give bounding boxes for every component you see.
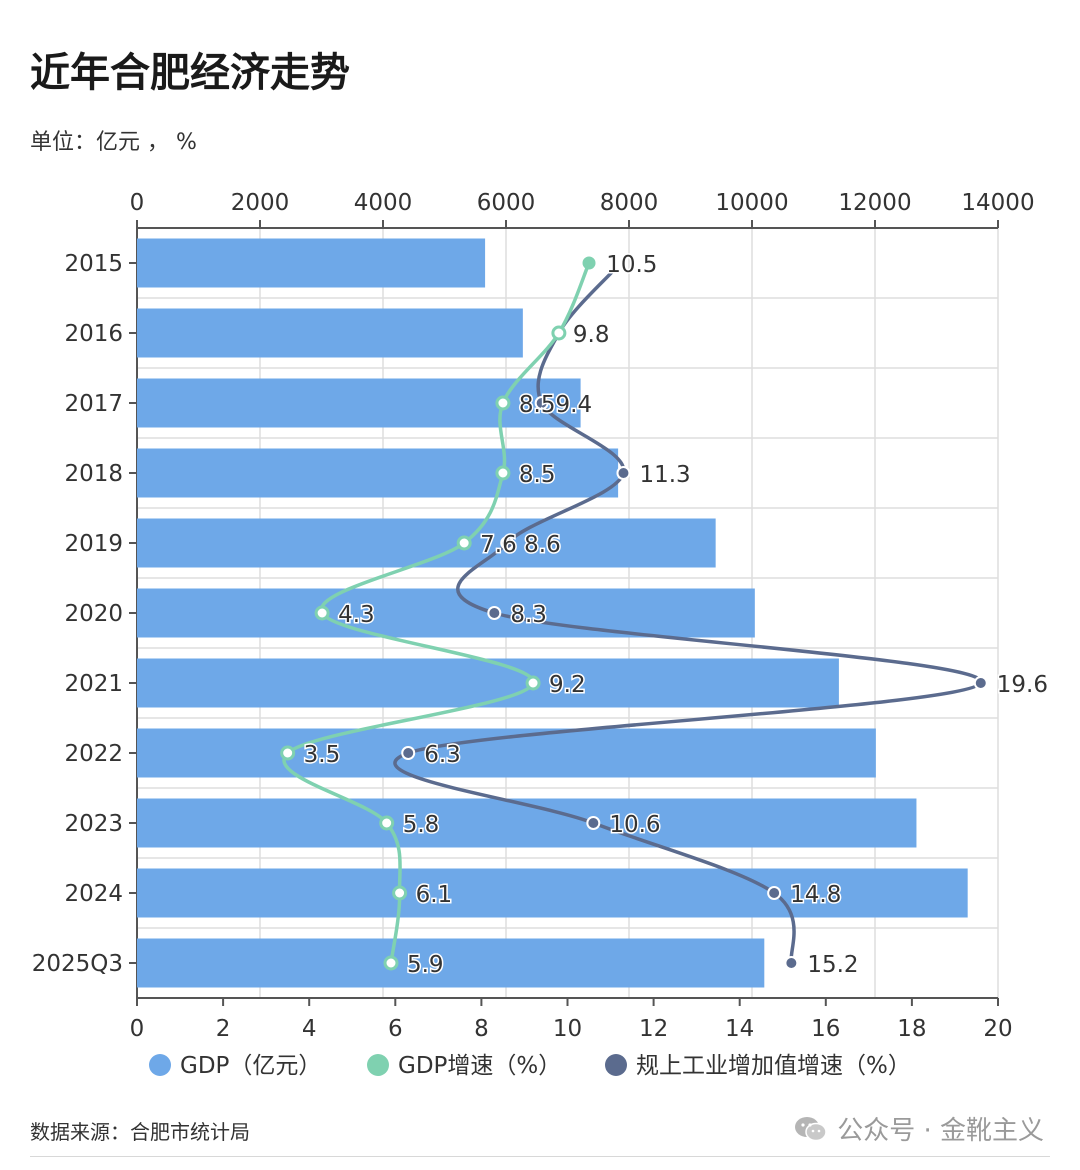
data-label: 6.3 bbox=[424, 742, 461, 768]
industry-growth-point bbox=[616, 466, 631, 480]
top-axis-tick-label: 12000 bbox=[838, 190, 911, 216]
gdp-bar bbox=[137, 308, 523, 358]
gdp-bar bbox=[137, 448, 619, 498]
gdp-growth-point bbox=[551, 325, 567, 341]
data-label: 5.8 bbox=[403, 812, 440, 838]
data-label: 8.3 bbox=[510, 602, 547, 628]
top-axis-tick-label: 6000 bbox=[477, 190, 536, 216]
bottom-axis-tick-label: 6 bbox=[388, 1016, 403, 1042]
industry-growth-point bbox=[401, 746, 416, 760]
category-label: 2015 bbox=[64, 251, 123, 277]
gdp-growth-point bbox=[495, 395, 511, 411]
bottom-axis-tick-label: 18 bbox=[897, 1016, 926, 1042]
top-axis-tick-label: 2000 bbox=[231, 190, 290, 216]
bottom-axis-tick-label: 2 bbox=[216, 1016, 231, 1042]
bottom-divider bbox=[30, 1156, 1050, 1157]
gdp-growth-point bbox=[392, 885, 408, 901]
category-label: 2022 bbox=[64, 741, 123, 767]
unit-label: 单位：亿元 ， % bbox=[30, 130, 197, 155]
data-label: 9.8 bbox=[573, 322, 610, 348]
data-label: 8.5 bbox=[519, 462, 556, 488]
data-label: 8.6 bbox=[524, 532, 561, 558]
bottom-axis-tick-label: 12 bbox=[639, 1016, 668, 1042]
bottom-axis-tick-label: 8 bbox=[474, 1016, 489, 1042]
gdp-growth-point bbox=[314, 605, 330, 621]
category-label: 2019 bbox=[64, 531, 123, 557]
data-label: 4.3 bbox=[338, 602, 375, 628]
top-axis-tick-label: 0 bbox=[130, 190, 145, 216]
bottom-axis-tick-label: 16 bbox=[811, 1016, 840, 1042]
legend-label: 规上工业增加值增速（%） bbox=[636, 1053, 911, 1079]
bottom-axis-tick-label: 20 bbox=[983, 1016, 1012, 1042]
gdp-bar bbox=[137, 938, 765, 988]
top-axis-tick-label: 14000 bbox=[961, 190, 1034, 216]
gdp-growth-point bbox=[379, 815, 395, 831]
data-label: 5.9 bbox=[407, 952, 444, 978]
industry-growth-point bbox=[784, 956, 799, 970]
data-label: 10.5 bbox=[606, 252, 657, 278]
brand-credit: 公众号 · 金靴主义 bbox=[793, 1110, 1044, 1147]
category-label: 2017 bbox=[64, 391, 123, 417]
top-axis-tick-label: 4000 bbox=[354, 190, 413, 216]
data-label: 7.6 bbox=[480, 532, 517, 558]
industry-growth-point bbox=[586, 816, 601, 830]
gdp-growth-point bbox=[525, 675, 541, 691]
data-label: 6.1 bbox=[416, 882, 453, 908]
category-label: 2023 bbox=[64, 811, 123, 837]
data-label: 3.5 bbox=[304, 742, 341, 768]
data-label: 11.3 bbox=[639, 462, 690, 488]
data-label: 10.6 bbox=[609, 812, 660, 838]
category-label: 2021 bbox=[64, 671, 123, 697]
gdp-growth-point bbox=[495, 465, 511, 481]
top-axis-tick-label: 10000 bbox=[715, 190, 788, 216]
industry-growth-point bbox=[973, 676, 988, 690]
chart-title: 近年合肥经济走势 bbox=[30, 50, 350, 96]
data-label: 8.59.4 bbox=[519, 392, 592, 418]
legend-marker bbox=[605, 1054, 627, 1076]
industry-growth-point bbox=[534, 396, 549, 410]
data-label: 19.6 bbox=[997, 672, 1048, 698]
category-label: 2020 bbox=[64, 601, 123, 627]
data-label: 14.8 bbox=[790, 882, 841, 908]
gdp-growth-point bbox=[280, 745, 296, 761]
gdp-growth-point bbox=[383, 955, 399, 971]
industry-growth-point bbox=[767, 886, 782, 900]
gdp-growth-point bbox=[456, 535, 472, 551]
data-label: 9.2 bbox=[549, 672, 586, 698]
legend-marker bbox=[367, 1054, 389, 1076]
industry-growth-point bbox=[487, 606, 502, 620]
bottom-axis-tick-label: 10 bbox=[553, 1016, 582, 1042]
combo-chart: 0 2000 4000 6000 8000 10000 12000 14000 0 2 4 6 8 10 1… bbox=[32, 190, 1050, 1079]
gdp-bar bbox=[137, 588, 755, 638]
legend-label: GDP增速（%） bbox=[398, 1053, 561, 1079]
legend-label: GDP（亿元） bbox=[180, 1053, 321, 1079]
data-label: 15.2 bbox=[807, 952, 858, 978]
bottom-axis-tick-label: 4 bbox=[302, 1016, 317, 1042]
industry-growth-point bbox=[500, 536, 515, 550]
category-label: 2018 bbox=[64, 461, 123, 487]
bottom-axis-tick-label: 0 bbox=[130, 1016, 145, 1042]
category-label: 2024 bbox=[64, 881, 123, 907]
gdp-bar bbox=[137, 238, 486, 288]
bottom-axis-tick-label: 14 bbox=[725, 1016, 754, 1042]
legend-marker bbox=[149, 1054, 171, 1076]
gdp-growth-point bbox=[582, 256, 596, 270]
top-axis-tick-label: 8000 bbox=[600, 190, 659, 216]
gdp-bar bbox=[137, 658, 839, 708]
category-label: 2025Q3 bbox=[32, 951, 123, 977]
brand-text: 公众号 · 金靴主义 bbox=[837, 1116, 1044, 1146]
wechat-icon bbox=[795, 1116, 827, 1141]
data-source: 数据来源：合肥市统计局 bbox=[30, 1120, 250, 1144]
category-label: 2016 bbox=[64, 321, 123, 347]
gdp-bar bbox=[137, 868, 968, 918]
